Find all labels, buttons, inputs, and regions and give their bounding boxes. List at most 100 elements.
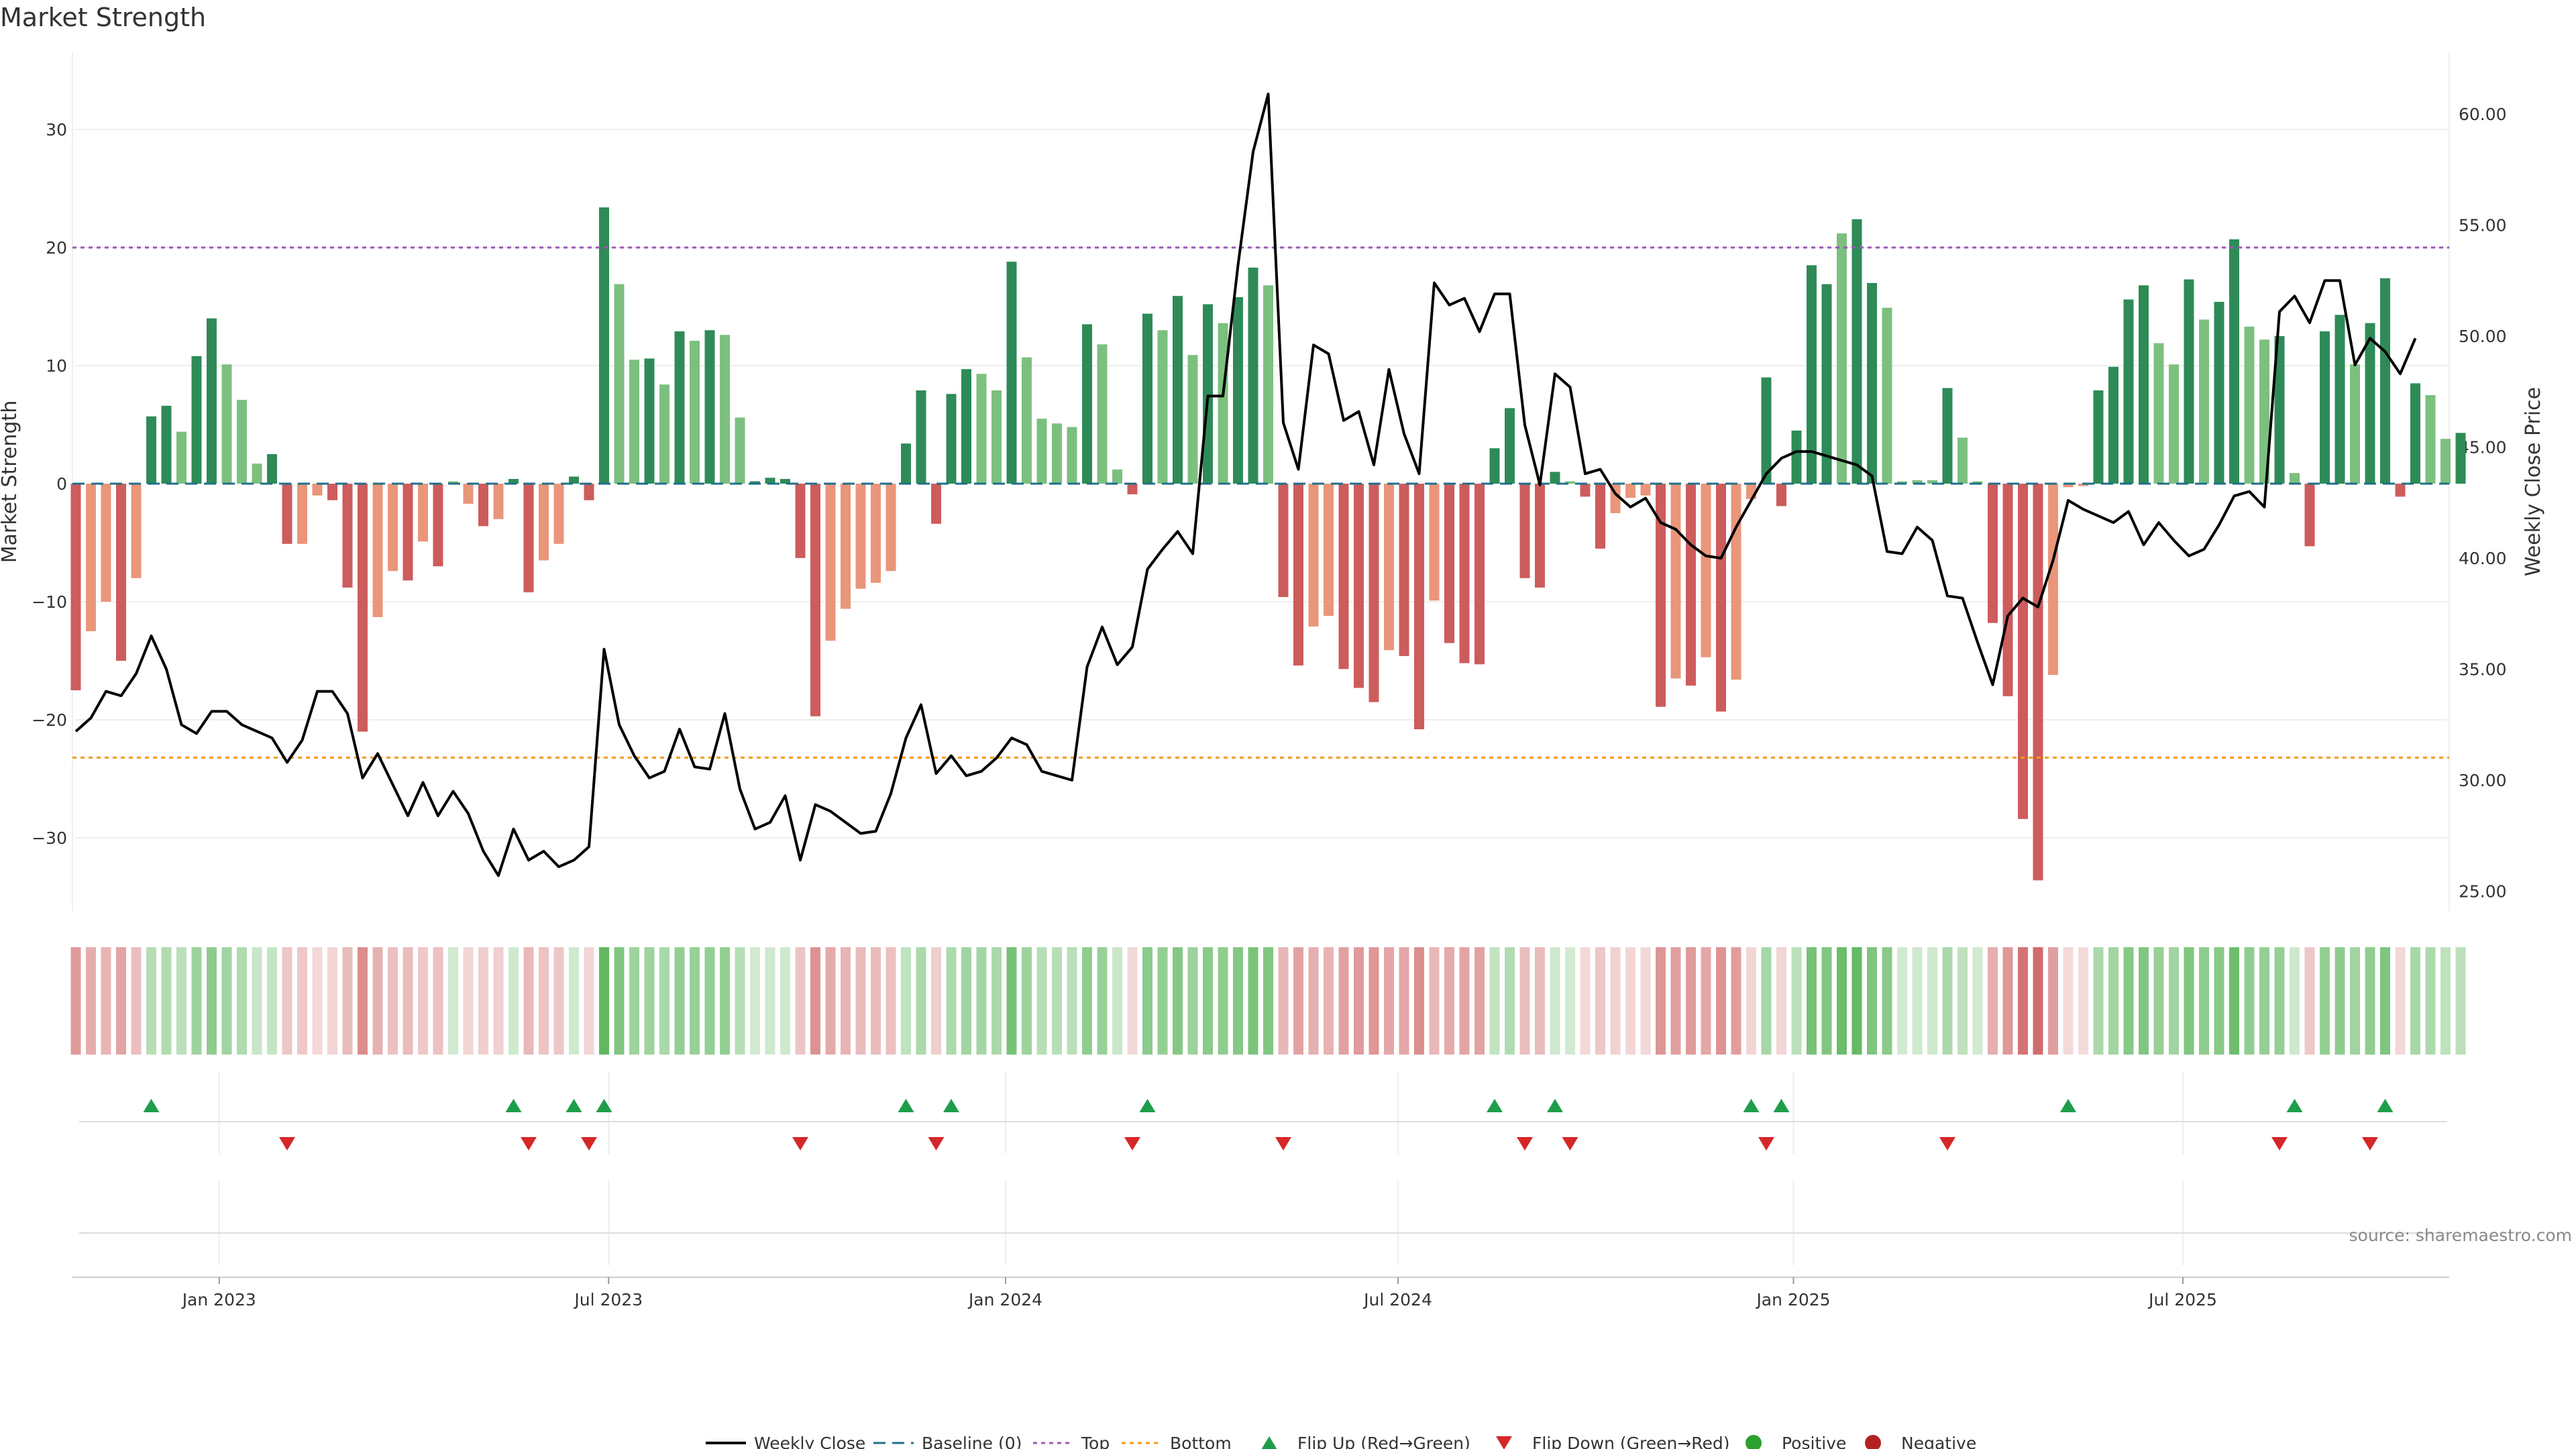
heat-cell [1897,947,1907,1055]
heat-cell [1505,947,1515,1055]
strength-bar [1882,307,1892,484]
heat-cell [629,947,639,1055]
strength-bar [2365,323,2375,484]
heat-cell [176,947,186,1055]
x-axis-ticks: Jan 2023 Jul 2023 Jan 2024 Jul 2024 Jan 2025… [181,1277,2217,1309]
heat-cell [2380,947,2390,1055]
flip-down-marker [792,1137,808,1150]
strength-bar [614,284,625,484]
strength-bar [599,207,609,484]
strength-bar [916,390,926,484]
strength-bar [191,356,202,484]
strength-bar [221,364,232,484]
heat-cell [1656,947,1666,1055]
heat-cell [1233,947,1243,1055]
strength-bar [2002,484,2013,696]
strength-bar [388,484,398,572]
heat-cell [2048,947,2058,1055]
strength-bar [86,484,96,631]
strength-bar [674,331,685,484]
heat-cell [1097,947,1108,1055]
heat-cell [297,947,307,1055]
heat-cell [2410,947,2420,1055]
strength-bar [252,464,262,484]
x-tick-label: Jul 2025 [2147,1290,2217,1309]
strength-bar [1082,324,1092,484]
strength-bar [961,369,971,484]
strength-bar [1837,233,1847,484]
y2-tick-label: 50.00 [2459,327,2507,346]
heat-cell [704,947,715,1055]
heat-cell [2033,947,2043,1055]
heat-cell [252,947,262,1055]
heat-cell [1293,947,1303,1055]
heat-cell [1791,947,1802,1055]
heat-cell [1173,947,1183,1055]
heat-cell [1429,947,1440,1055]
heat-cell [765,947,775,1055]
strength-bar [1022,357,1032,484]
strength-bar [569,476,579,484]
strength-bar [1640,484,1651,496]
strength-bar [1233,297,1243,484]
strength-bar [131,484,142,578]
heat-cell [1610,947,1621,1055]
heat-cell [1837,947,1847,1055]
flip-down-marker [1124,1137,1140,1150]
strength-bar [825,484,836,641]
strength-bar [795,484,806,558]
strength-bar [1807,265,1817,484]
heat-cell [1157,947,1168,1055]
heat-cell [312,947,323,1055]
heat-cell [901,947,911,1055]
strength-bar [1821,284,1832,484]
strength-bar [2199,319,2209,484]
flip-up-marker [1139,1099,1156,1112]
heat-cell [795,947,806,1055]
heat-cell [780,947,790,1055]
strength-bar [297,484,307,544]
strength-bar [810,484,820,716]
strength-bar [207,318,217,484]
strength-bar [523,484,534,592]
heat-cell [1324,947,1334,1055]
strength-bar [1006,262,1017,484]
heat-cell [916,947,926,1055]
heat-cell [750,947,760,1055]
heat-cell [2304,947,2315,1055]
strength-bar [1248,267,1258,484]
strength-bar [539,484,549,561]
strength-bar [1776,484,1786,506]
heat-cell [2199,947,2209,1055]
heat-cell [2123,947,2134,1055]
heat-cell [614,947,625,1055]
strength-bar [2380,278,2390,484]
y2-tick-label: 35.00 [2459,660,2507,680]
heat-cell [1308,947,1319,1055]
strength-bar [2153,343,2164,484]
strength-bar [327,484,337,500]
heat-cell [1912,947,1923,1055]
heat-cell [327,947,337,1055]
strength-bar [2350,364,2360,484]
strength-bar [1550,472,1560,484]
heat-cell [2063,947,2074,1055]
flip-down-marker [1562,1137,1578,1150]
strength-bar [1701,484,1711,657]
heat-cell [2214,947,2224,1055]
strength-bar [418,484,428,542]
strength-bar [1716,484,1726,712]
strength-bar [659,384,669,484]
heat-cell [961,947,971,1055]
heat-cell [1022,947,1032,1055]
strength-bar [2033,484,2043,881]
heat-cell [1670,947,1681,1055]
strength-bar [2440,439,2451,484]
strength-bar [2048,484,2058,676]
strength-bar [1519,484,1530,578]
heat-cell [539,947,549,1055]
strength-bars [70,207,2466,881]
strength-bar [1656,484,1666,707]
heat-cell [2274,947,2285,1055]
heat-cell [1761,947,1772,1055]
